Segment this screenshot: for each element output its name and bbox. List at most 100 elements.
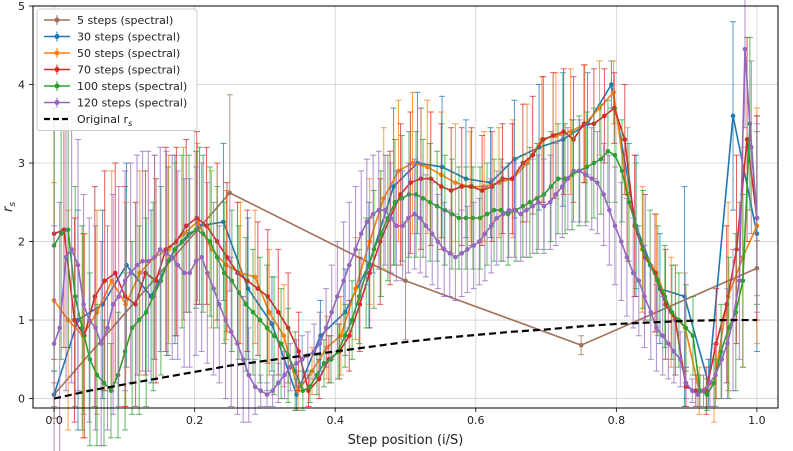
data-point [378, 231, 384, 236]
data-point [112, 270, 118, 276]
data-point [228, 329, 234, 335]
legend-swatch-marker [54, 67, 60, 72]
data-point [666, 341, 671, 346]
legend-swatch-marker [54, 50, 60, 56]
data-point [229, 278, 235, 284]
data-point [357, 302, 363, 307]
data-point [157, 247, 163, 252]
data-point [128, 270, 133, 276]
legend-entry-label: 5 steps (spectral) [77, 14, 173, 27]
data-point [98, 341, 104, 346]
data-point [601, 192, 606, 197]
data-point [400, 223, 405, 229]
data-point [602, 113, 607, 119]
data-point [550, 133, 556, 138]
data-point [57, 325, 63, 331]
legend-entry-label: Original rs [77, 113, 132, 128]
data-point [382, 207, 388, 213]
data-point [435, 239, 441, 244]
data-point [530, 203, 536, 209]
data-point [285, 353, 291, 358]
data-point [204, 223, 209, 229]
data-point [101, 380, 107, 386]
data-point [282, 372, 287, 378]
data-point [612, 223, 618, 229]
data-point [541, 203, 547, 209]
data-point [143, 270, 148, 276]
data-point [299, 357, 305, 362]
data-point [158, 278, 164, 284]
data-point [316, 376, 322, 382]
data-point [264, 392, 270, 397]
data-point [123, 302, 129, 307]
data-point [536, 199, 541, 205]
data-point [448, 188, 454, 193]
data-point [737, 278, 742, 284]
legend-entry-label: 70 steps (spectral) [77, 64, 180, 77]
y-tick-label: 2 [18, 236, 25, 249]
data-point [349, 317, 355, 323]
data-point [371, 247, 377, 252]
data-point [453, 180, 458, 185]
x-tick-label: 0.0 [45, 414, 63, 427]
data-point [194, 215, 200, 221]
data-point [553, 192, 559, 197]
data-point [275, 309, 281, 315]
data-point [428, 176, 434, 182]
data-point [424, 164, 430, 170]
data-point [498, 207, 504, 213]
x-tick-label: 0.6 [467, 414, 485, 427]
data-point [257, 317, 263, 323]
data-point [624, 254, 630, 260]
legend-entry-label: 120 steps (spectral) [77, 97, 187, 110]
data-point [477, 215, 483, 221]
data-point [187, 270, 193, 276]
data-point [630, 270, 636, 276]
data-point [510, 176, 515, 182]
data-point [164, 251, 169, 256]
data-point [527, 199, 533, 205]
data-point [704, 392, 710, 397]
data-point [264, 325, 270, 331]
data-point [654, 325, 659, 331]
y-tick-label: 0 [18, 393, 25, 406]
data-point [211, 286, 216, 291]
data-point [577, 168, 583, 174]
data-point [406, 192, 412, 197]
y-tick-label: 4 [18, 79, 25, 92]
data-point [655, 278, 661, 284]
data-point [518, 211, 524, 217]
data-point [335, 294, 340, 299]
data-point [465, 247, 470, 252]
x-tick-label: 0.4 [326, 414, 344, 427]
data-point [179, 239, 185, 244]
data-point [410, 160, 415, 166]
data-point [93, 325, 98, 331]
y-axis-label: rs [1, 202, 18, 212]
data-point [609, 82, 614, 87]
data-point [87, 357, 93, 362]
data-point [439, 164, 445, 170]
data-point [707, 380, 713, 386]
data-point [678, 357, 683, 362]
data-point [754, 215, 760, 221]
data-point [442, 207, 448, 213]
data-point [730, 113, 736, 119]
data-point [86, 317, 92, 323]
data-point [75, 262, 81, 268]
data-point [420, 196, 426, 201]
data-point [618, 239, 624, 244]
series-6 [53, 318, 757, 400]
data-point [353, 247, 358, 252]
data-point [65, 227, 71, 233]
data-point [500, 211, 506, 217]
data-point [612, 152, 618, 158]
data-point [265, 294, 271, 299]
data-point [105, 325, 110, 331]
data-point [689, 388, 695, 394]
data-point [364, 219, 370, 225]
data-point [713, 372, 718, 378]
data-point [683, 380, 689, 386]
data-point [578, 342, 584, 348]
data-point [346, 262, 352, 268]
